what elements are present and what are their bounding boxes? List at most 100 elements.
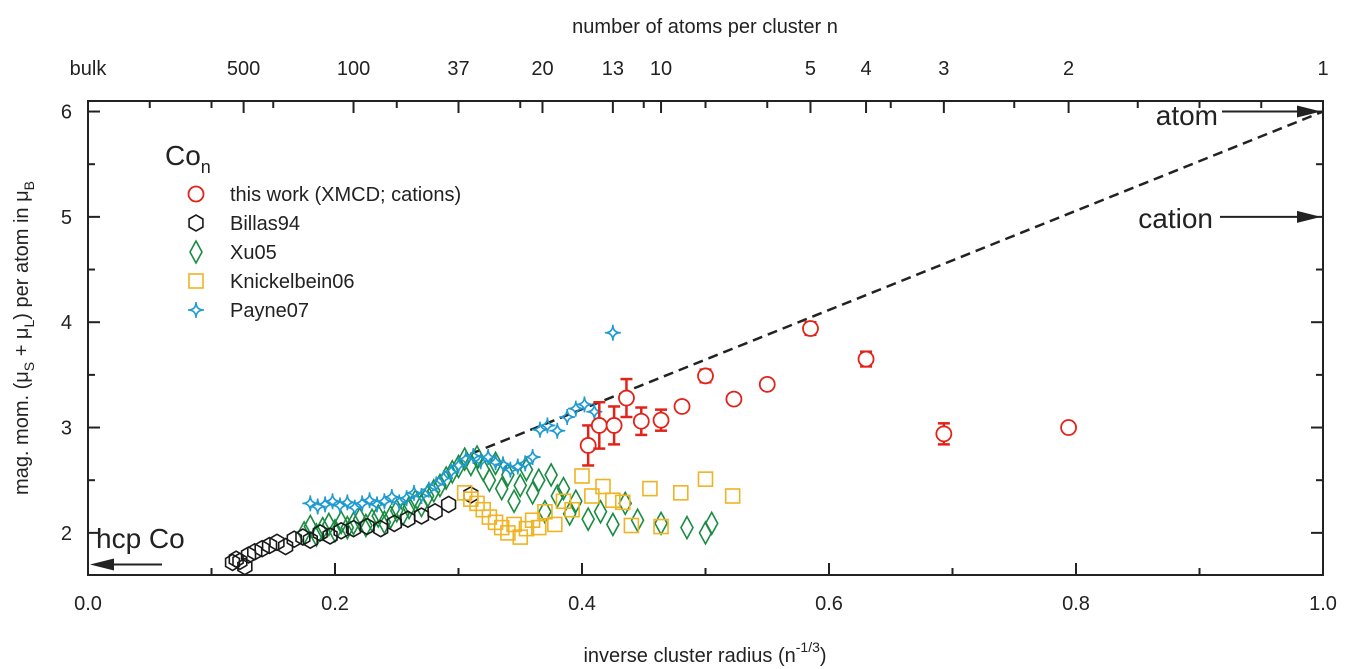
- data-point: [559, 408, 576, 426]
- plot-frame-layer: [87, 100, 1324, 576]
- dashed-guide-line: [470, 110, 1324, 456]
- top-tick-label: 37: [447, 58, 469, 80]
- data-point: [704, 510, 719, 537]
- data-point: [604, 324, 621, 341]
- x-axis-title-sup: -1/3: [796, 639, 820, 655]
- legend-layer: Con this work (XMCD; cations) Billas94 Xu05…: [165, 140, 461, 322]
- data-point: [652, 411, 670, 429]
- legend-marker: [188, 214, 204, 232]
- data-point: [614, 494, 631, 511]
- data-point: [413, 487, 430, 505]
- y-tick-label: 3: [61, 418, 72, 440]
- top-tick-label: bulk: [70, 58, 108, 80]
- x-tick-label: 0.6: [815, 593, 843, 615]
- x-axis-title: inverse cluster radius (n-1/3): [583, 639, 826, 667]
- data-point: [1060, 419, 1077, 436]
- top-tick-label: 5: [805, 58, 816, 80]
- data-point: [680, 514, 694, 541]
- x-tick-label: 0.4: [568, 593, 596, 615]
- legend-marker: [187, 185, 205, 203]
- data-point: [427, 502, 443, 521]
- data-point: [383, 504, 398, 530]
- data-point: [605, 511, 620, 538]
- data-point: [383, 489, 400, 506]
- data-point: [576, 396, 593, 413]
- data-point: [247, 542, 263, 561]
- data-point: [507, 488, 521, 514]
- data-point: [550, 483, 565, 509]
- data-point: [567, 400, 584, 417]
- x-axis-title-end: ): [820, 645, 827, 667]
- data-point: [525, 480, 540, 506]
- data-point: [537, 503, 553, 520]
- y-tick-label: 6: [61, 102, 72, 124]
- data-point: [590, 417, 608, 434]
- data-point: [556, 475, 571, 502]
- data-point: [391, 494, 408, 511]
- top-tick-label: 100: [337, 58, 370, 80]
- data-point: [440, 495, 457, 514]
- data-point: [493, 519, 510, 536]
- annotation-cation: cation: [1138, 203, 1213, 234]
- data-point: [463, 485, 479, 504]
- data-point: [802, 320, 819, 337]
- data-point: [512, 529, 529, 545]
- data-point: [935, 425, 953, 443]
- data-point: [506, 516, 522, 533]
- y-axis-title-part: + μ: [11, 328, 33, 362]
- legend-label: Payne07: [230, 300, 309, 322]
- data-point: [359, 517, 375, 536]
- data-point: [530, 519, 547, 536]
- data-point: [672, 485, 689, 501]
- data-point: [428, 476, 445, 493]
- top-tick-label: 500: [227, 58, 260, 80]
- data-point: [547, 516, 563, 533]
- legend-label: Knickelbein06: [230, 271, 355, 293]
- dashed-line-layer: [470, 110, 1324, 456]
- x-tick-label: 1.0: [1309, 593, 1337, 615]
- legend-label: Billas94: [230, 213, 300, 235]
- top-tick-label: 20: [531, 58, 553, 80]
- data-point: [346, 510, 361, 537]
- data-point: [286, 530, 303, 549]
- data-point: [457, 451, 474, 468]
- data-point: [302, 531, 319, 550]
- data-point: [321, 511, 336, 538]
- data-point: [584, 488, 600, 504]
- data-point: [494, 456, 511, 473]
- data-point: [481, 509, 498, 525]
- data-point: [618, 389, 635, 407]
- top-tick-label: 1: [1317, 58, 1328, 80]
- top-axis-title: number of atoms per cluster n: [572, 16, 838, 38]
- y-axis-title: mag. mom. (μS + μL) per atom in μB: [11, 181, 37, 495]
- top-tick-label: 3: [938, 58, 949, 80]
- data-point: [549, 422, 566, 439]
- data-point: [724, 488, 741, 504]
- data-point: [435, 470, 452, 487]
- data-point: [443, 463, 460, 480]
- data-point: [544, 462, 559, 488]
- annotation-atom: atom: [1156, 100, 1218, 131]
- data-point: [482, 467, 497, 493]
- data-point: [402, 494, 417, 521]
- data-point: [593, 499, 608, 525]
- data-point: [322, 527, 338, 545]
- series-layer: [224, 320, 1077, 576]
- data-point: [673, 398, 691, 415]
- legend-marker: [188, 273, 204, 289]
- legend-marker: [189, 239, 203, 265]
- data-point: [595, 478, 611, 495]
- data-point: [333, 521, 349, 540]
- annotation-layer: atom cation hcp Co: [90, 100, 1321, 571]
- data-point: [365, 507, 379, 533]
- x-tick-label: 0.8: [1062, 593, 1090, 615]
- data-point: [632, 412, 650, 430]
- data-point: [487, 454, 504, 471]
- y-axis-title-part: mag. mom. (μ: [11, 371, 33, 495]
- data-point: [420, 483, 435, 509]
- data-point: [697, 367, 714, 385]
- data-point: [261, 536, 278, 555]
- plot-frame: [87, 100, 1324, 576]
